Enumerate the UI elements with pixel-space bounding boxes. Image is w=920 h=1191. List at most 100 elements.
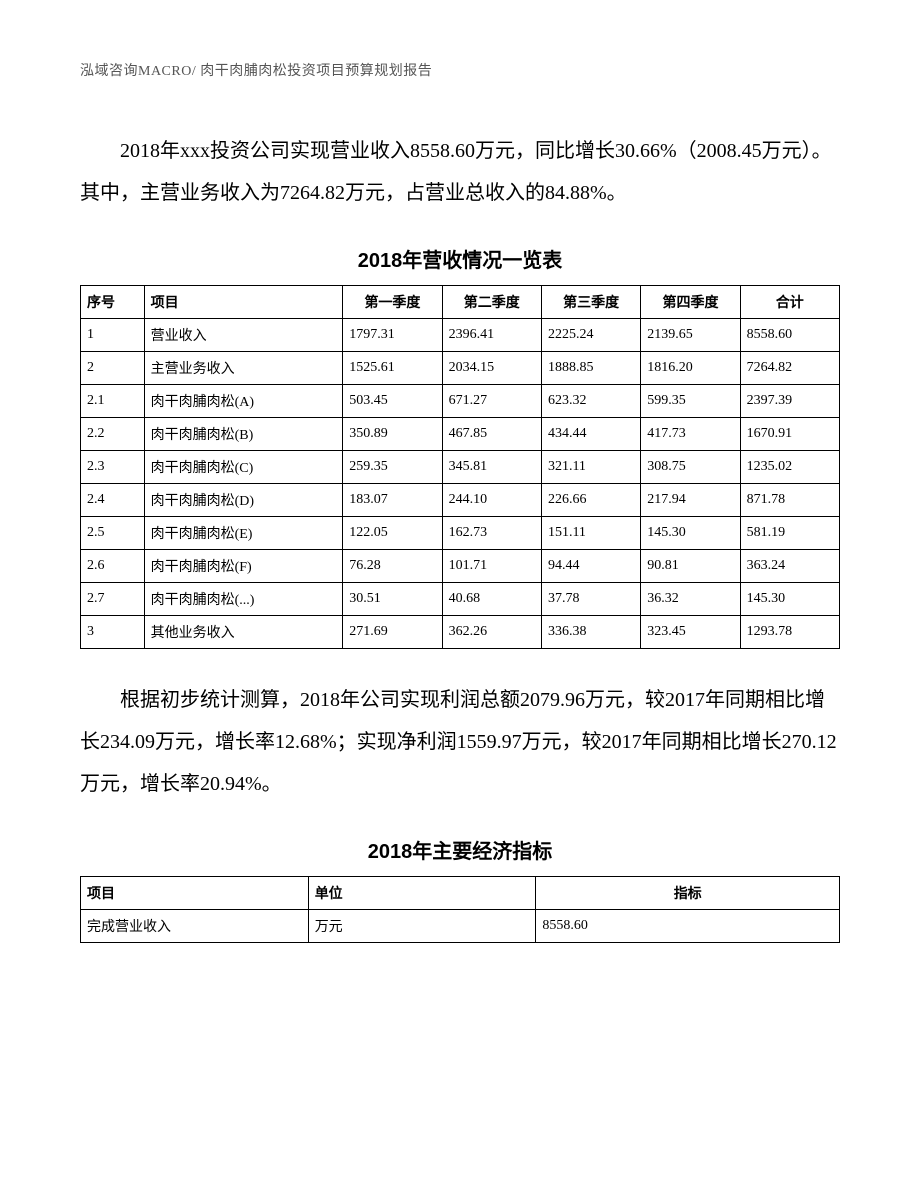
table-cell: 30.51 — [343, 583, 442, 616]
table-cell: 8558.60 — [740, 319, 839, 352]
table-cell: 2 — [81, 352, 145, 385]
revenue-table: 序号 项目 第一季度 第二季度 第三季度 第四季度 合计 1营业收入1797.3… — [80, 285, 840, 649]
table-cell: 1 — [81, 319, 145, 352]
table-cell: 434.44 — [541, 418, 640, 451]
table-cell: 76.28 — [343, 550, 442, 583]
table-cell: 581.19 — [740, 517, 839, 550]
table-cell: 363.24 — [740, 550, 839, 583]
table-row: 2.1肉干肉脯肉松(A)503.45671.27623.32599.352397… — [81, 385, 840, 418]
document-page: 泓域咨询MACRO/ 肉干肉脯肉松投资项目预算规划报告 2018年xxx投资公司… — [0, 0, 920, 1191]
table-cell: 323.45 — [641, 616, 740, 649]
table2-body: 完成营业收入万元8558.60 — [81, 910, 840, 943]
table-row: 完成营业收入万元8558.60 — [81, 910, 840, 943]
table-cell: 肉干肉脯肉松(C) — [144, 451, 343, 484]
table-cell: 2.5 — [81, 517, 145, 550]
th2-unit: 单位 — [308, 877, 536, 910]
table-cell: 217.94 — [641, 484, 740, 517]
table-cell: 3 — [81, 616, 145, 649]
table-cell: 营业收入 — [144, 319, 343, 352]
table1-body: 1营业收入1797.312396.412225.242139.658558.60… — [81, 319, 840, 649]
table-cell: 37.78 — [541, 583, 640, 616]
table-row: 2.5肉干肉脯肉松(E)122.05162.73151.11145.30581.… — [81, 517, 840, 550]
th-seq: 序号 — [81, 286, 145, 319]
table-cell: 主营业务收入 — [144, 352, 343, 385]
table-cell: 2034.15 — [442, 352, 541, 385]
table-cell: 417.73 — [641, 418, 740, 451]
table-cell: 1888.85 — [541, 352, 640, 385]
table-cell: 完成营业收入 — [81, 910, 309, 943]
th-item: 项目 — [144, 286, 343, 319]
table-cell: 2225.24 — [541, 319, 640, 352]
table-cell: 244.10 — [442, 484, 541, 517]
table-cell: 7264.82 — [740, 352, 839, 385]
table-row: 2.2肉干肉脯肉松(B)350.89467.85434.44417.731670… — [81, 418, 840, 451]
th2-val: 指标 — [536, 877, 840, 910]
table-cell: 145.30 — [740, 583, 839, 616]
th-total: 合计 — [740, 286, 839, 319]
table-cell: 122.05 — [343, 517, 442, 550]
table1-title: 2018年营收情况一览表 — [80, 244, 840, 273]
table-cell: 2.6 — [81, 550, 145, 583]
table-cell: 1670.91 — [740, 418, 839, 451]
table-cell: 万元 — [308, 910, 536, 943]
table2-header-row: 项目 单位 指标 — [81, 877, 840, 910]
table-cell: 671.27 — [442, 385, 541, 418]
th-q3: 第三季度 — [541, 286, 640, 319]
table-row: 1营业收入1797.312396.412225.242139.658558.60 — [81, 319, 840, 352]
table-row: 3其他业务收入271.69362.26336.38323.451293.78 — [81, 616, 840, 649]
table-cell: 2.3 — [81, 451, 145, 484]
table-cell: 308.75 — [641, 451, 740, 484]
table-cell: 1816.20 — [641, 352, 740, 385]
table-cell: 2139.65 — [641, 319, 740, 352]
table-cell: 肉干肉脯肉松(A) — [144, 385, 343, 418]
table2-title: 2018年主要经济指标 — [80, 835, 840, 864]
table-cell: 2.2 — [81, 418, 145, 451]
table-cell: 2396.41 — [442, 319, 541, 352]
table1-header-row: 序号 项目 第一季度 第二季度 第三季度 第四季度 合计 — [81, 286, 840, 319]
table-cell: 321.11 — [541, 451, 640, 484]
table-cell: 145.30 — [641, 517, 740, 550]
page-header: 泓域咨询MACRO/ 肉干肉脯肉松投资项目预算规划报告 — [80, 60, 840, 80]
table-row: 2.3肉干肉脯肉松(C)259.35345.81321.11308.751235… — [81, 451, 840, 484]
table-cell: 肉干肉脯肉松(...) — [144, 583, 343, 616]
table-cell: 362.26 — [442, 616, 541, 649]
table-cell: 259.35 — [343, 451, 442, 484]
indicator-table: 项目 单位 指标 完成营业收入万元8558.60 — [80, 876, 840, 943]
table-cell: 94.44 — [541, 550, 640, 583]
table-cell: 467.85 — [442, 418, 541, 451]
th-q2: 第二季度 — [442, 286, 541, 319]
paragraph-2: 根据初步统计测算，2018年公司实现利润总额2079.96万元，较2017年同期… — [80, 679, 840, 805]
table-cell: 2.4 — [81, 484, 145, 517]
table-cell: 肉干肉脯肉松(F) — [144, 550, 343, 583]
table-cell: 599.35 — [641, 385, 740, 418]
table-cell: 1293.78 — [740, 616, 839, 649]
table-cell: 183.07 — [343, 484, 442, 517]
table-cell: 肉干肉脯肉松(E) — [144, 517, 343, 550]
table-cell: 336.38 — [541, 616, 640, 649]
table-cell: 151.11 — [541, 517, 640, 550]
table-cell: 350.89 — [343, 418, 442, 451]
table-cell: 8558.60 — [536, 910, 840, 943]
table-cell: 226.66 — [541, 484, 640, 517]
th-q1: 第一季度 — [343, 286, 442, 319]
table-cell: 2.7 — [81, 583, 145, 616]
table-cell: 162.73 — [442, 517, 541, 550]
table-cell: 101.71 — [442, 550, 541, 583]
table-cell: 2397.39 — [740, 385, 839, 418]
table-cell: 271.69 — [343, 616, 442, 649]
table-cell: 其他业务收入 — [144, 616, 343, 649]
table-row: 2.7肉干肉脯肉松(...)30.5140.6837.7836.32145.30 — [81, 583, 840, 616]
table-cell: 1525.61 — [343, 352, 442, 385]
table-row: 2.4肉干肉脯肉松(D)183.07244.10226.66217.94871.… — [81, 484, 840, 517]
th2-item: 项目 — [81, 877, 309, 910]
table-cell: 36.32 — [641, 583, 740, 616]
table-cell: 肉干肉脯肉松(D) — [144, 484, 343, 517]
table-cell: 623.32 — [541, 385, 640, 418]
table-cell: 503.45 — [343, 385, 442, 418]
table-cell: 肉干肉脯肉松(B) — [144, 418, 343, 451]
table-row: 2.6肉干肉脯肉松(F)76.28101.7194.4490.81363.24 — [81, 550, 840, 583]
table-row: 2主营业务收入1525.612034.151888.851816.207264.… — [81, 352, 840, 385]
th-q4: 第四季度 — [641, 286, 740, 319]
table-cell: 40.68 — [442, 583, 541, 616]
table-cell: 871.78 — [740, 484, 839, 517]
